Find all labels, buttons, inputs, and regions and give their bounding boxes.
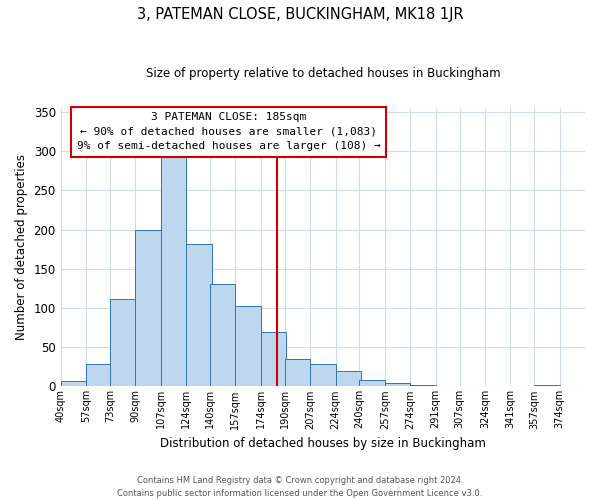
- Bar: [136, 230, 161, 386]
- Title: Size of property relative to detached houses in Buckingham: Size of property relative to detached ho…: [146, 68, 500, 80]
- Bar: [210, 284, 235, 386]
- Bar: [61, 381, 86, 386]
- Bar: [310, 364, 335, 386]
- Bar: [385, 384, 410, 386]
- X-axis label: Distribution of detached houses by size in Buckingham: Distribution of detached houses by size …: [160, 437, 486, 450]
- Bar: [359, 380, 385, 386]
- Bar: [335, 372, 361, 386]
- Bar: [534, 385, 560, 386]
- Bar: [235, 306, 261, 386]
- Text: 3 PATEMAN CLOSE: 185sqm
← 90% of detached houses are smaller (1,083)
9% of semi-: 3 PATEMAN CLOSE: 185sqm ← 90% of detache…: [77, 112, 380, 151]
- Bar: [86, 364, 112, 386]
- Bar: [186, 244, 212, 386]
- Bar: [410, 385, 436, 386]
- Text: Contains HM Land Registry data © Crown copyright and database right 2024.
Contai: Contains HM Land Registry data © Crown c…: [118, 476, 482, 498]
- Text: 3, PATEMAN CLOSE, BUCKINGHAM, MK18 1JR: 3, PATEMAN CLOSE, BUCKINGHAM, MK18 1JR: [137, 8, 463, 22]
- Bar: [285, 359, 310, 386]
- Bar: [161, 155, 186, 386]
- Bar: [110, 300, 136, 386]
- Bar: [261, 332, 286, 386]
- Y-axis label: Number of detached properties: Number of detached properties: [15, 154, 28, 340]
